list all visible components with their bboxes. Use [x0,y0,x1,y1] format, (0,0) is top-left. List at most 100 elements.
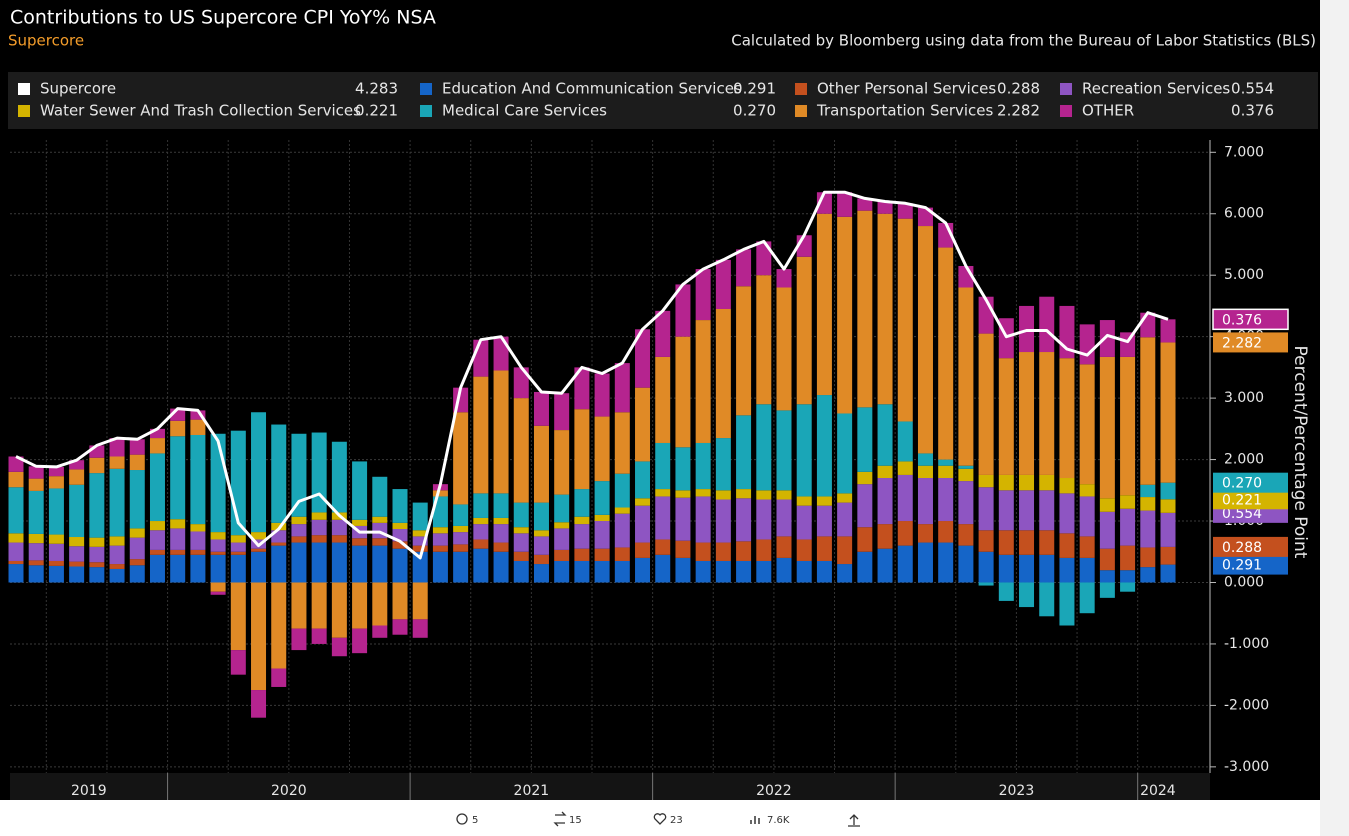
y-tick-label: 6.000 [1224,206,1264,222]
bar-segment [170,420,186,437]
bar-segment [48,560,64,566]
bar-segment [857,198,873,211]
value-tag-label: 0.291 [1222,558,1262,574]
bar-segment [1039,296,1055,353]
bar-segment [917,226,933,454]
reply-icon[interactable] [456,813,468,825]
bar-segment [1160,564,1176,583]
bar-segment [736,541,752,561]
bar-segment [776,490,792,500]
bar-segment [190,434,206,525]
bar-segment [1099,511,1115,549]
bar-segment [655,356,671,443]
views-icon[interactable] [750,816,760,824]
bar-segment [352,545,368,583]
bar-segment [776,536,792,558]
bar-segment [816,395,832,497]
bar-segment [513,367,529,399]
y-tick-label: 3.000 [1224,390,1264,406]
bar-segment [998,582,1014,601]
bar-segment [897,521,913,546]
x-tick-label: 2019 [71,783,107,799]
legend-value: 0.288 [997,80,1040,98]
legend-swatch [420,83,432,95]
bar-segment [89,562,105,568]
like-icon[interactable] [653,813,667,825]
bar-segment [978,551,994,583]
bar-segment [109,456,125,469]
bar-segment [938,478,954,522]
bar-segment [614,560,630,583]
bar-segment [291,536,307,543]
bar-segment [938,521,954,543]
bar-segment [1099,498,1115,512]
bar-segment [1039,530,1055,555]
bar-segment [533,425,549,503]
bar-segment [8,560,24,565]
bar-segment [635,387,651,462]
bar-segment [574,409,590,490]
bar-segment [1160,319,1176,343]
bar-segment [210,551,226,555]
bar-segment [1099,548,1115,571]
bar-segment [614,507,630,514]
bar-segment [736,498,752,542]
bar-segment [877,201,893,214]
bar-segment [331,535,347,543]
bar-segment [533,502,549,531]
bar-segment [998,358,1014,475]
bar-segment [48,534,64,544]
bar-segment [635,505,651,543]
bar-segment [776,269,792,288]
x-tick-label: 2021 [514,783,550,799]
bar-segment [958,545,974,583]
bar-segment [756,560,772,583]
bar-segment [917,465,933,479]
bar-segment [69,566,85,583]
bar-segment [594,416,610,482]
bar-segment [69,546,85,562]
bar-segment [69,460,85,470]
bar-segment [372,516,388,523]
bar-segment [533,530,549,537]
bar-segment [675,336,691,448]
bar-segment [251,582,267,691]
bar-segment [857,407,873,472]
bar-segment [190,410,206,420]
bar-segment [1099,320,1115,357]
bar-segment [513,398,529,503]
x-tick-label: 2023 [999,783,1035,799]
bar-segment [574,548,590,561]
bar-segment [8,456,24,472]
bar-segment [149,428,165,439]
bar-segment [715,309,731,439]
value-tag-label: 0.270 [1222,476,1262,492]
legend-value: 0.291 [733,80,776,98]
bar-segment [453,544,469,552]
bar-segment [1079,324,1095,365]
bar-segment [655,489,671,497]
bar-segment [230,650,246,675]
bar-segment [271,582,287,669]
bar-segment [756,241,772,276]
bar-segment [271,424,287,523]
bar-segment [1059,557,1075,583]
legend-label: OTHER [1082,102,1134,120]
bar-segment [635,329,651,388]
retweet-icon[interactable] [553,811,567,827]
y-tick-label: 7.000 [1224,144,1264,160]
bar-segment [1079,582,1095,614]
bar-segment [715,499,731,543]
share-icon[interactable] [848,814,860,827]
bar-segment [675,284,691,337]
bar-segment [291,628,307,651]
bar-segment [28,543,44,561]
bar-segment [695,442,711,490]
bar-segment [533,536,549,555]
y-tick-label: -1.000 [1224,636,1269,652]
bar-segment [311,542,327,583]
bar-segment [331,519,347,536]
bar-segment [493,542,509,552]
legend-value: 0.221 [355,102,398,120]
value-tag [1213,554,1288,575]
